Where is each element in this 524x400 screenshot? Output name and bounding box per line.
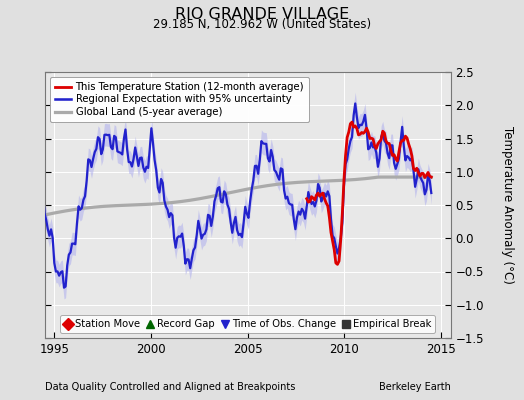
Y-axis label: Temperature Anomaly (°C): Temperature Anomaly (°C) — [500, 126, 514, 284]
Text: Berkeley Earth: Berkeley Earth — [379, 382, 451, 392]
Legend: This Temperature Station (12-month average), Regional Expectation with 95% uncer: This Temperature Station (12-month avera… — [50, 77, 309, 122]
Text: RIO GRANDE VILLAGE: RIO GRANDE VILLAGE — [175, 7, 349, 22]
Text: Data Quality Controlled and Aligned at Breakpoints: Data Quality Controlled and Aligned at B… — [45, 382, 295, 392]
Text: 29.185 N, 102.962 W (United States): 29.185 N, 102.962 W (United States) — [153, 18, 371, 31]
Legend: Station Move, Record Gap, Time of Obs. Change, Empirical Break: Station Move, Record Gap, Time of Obs. C… — [60, 315, 435, 333]
